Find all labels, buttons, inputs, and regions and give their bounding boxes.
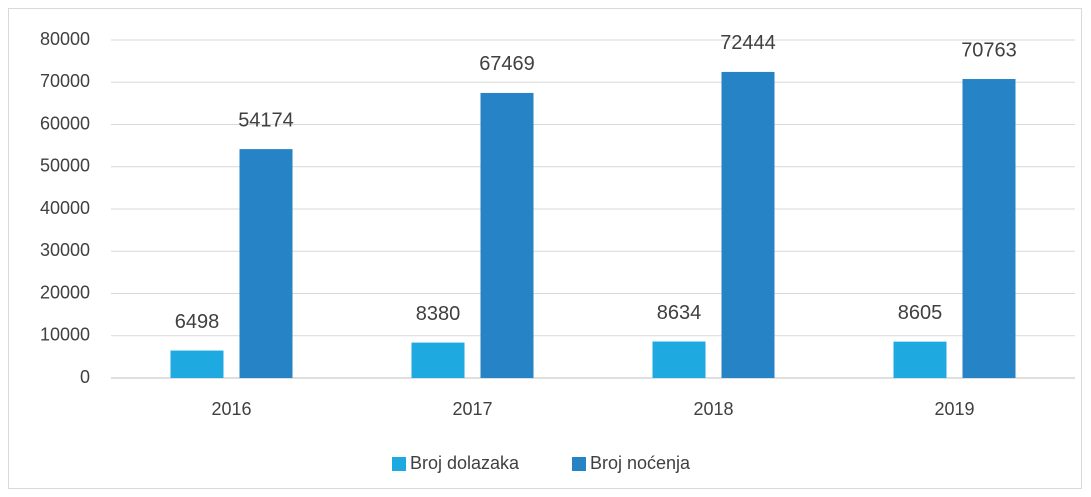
data-label: 54174	[238, 109, 294, 131]
legend-swatch	[392, 457, 406, 471]
bar	[239, 149, 293, 378]
legend-swatch	[572, 457, 586, 471]
legend-label: Broj noćenja	[590, 453, 691, 473]
y-tick-label: 10000	[40, 325, 90, 345]
data-label: 70763	[961, 39, 1017, 61]
data-label: 6498	[175, 311, 220, 333]
y-tick-label: 0	[80, 367, 90, 387]
y-tick-label: 50000	[40, 156, 90, 176]
bar	[893, 341, 947, 378]
chart-border	[8, 8, 1082, 489]
data-label: 8634	[657, 302, 702, 324]
bar	[652, 341, 706, 378]
y-tick-label: 80000	[40, 29, 90, 49]
legend-label: Broj dolazaka	[410, 453, 520, 473]
bar	[721, 71, 775, 378]
y-tick-label: 60000	[40, 113, 90, 133]
data-label: 8605	[898, 302, 943, 324]
y-tick-label: 40000	[40, 198, 90, 218]
x-tick-label: 2019	[934, 399, 974, 419]
x-tick-label: 2017	[452, 399, 492, 419]
data-label: 72444	[720, 32, 776, 54]
bar	[170, 350, 224, 378]
data-label: 67469	[479, 53, 535, 75]
y-tick-label: 20000	[40, 282, 90, 302]
y-tick-label: 70000	[40, 71, 90, 91]
data-label: 8380	[416, 303, 461, 325]
x-tick-label: 2016	[211, 399, 251, 419]
bar	[480, 92, 534, 378]
bar	[411, 342, 465, 378]
y-tick-label: 30000	[40, 240, 90, 260]
x-tick-label: 2018	[693, 399, 733, 419]
bar	[962, 79, 1016, 379]
